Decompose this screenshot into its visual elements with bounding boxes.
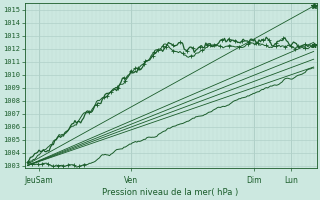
X-axis label: Pression niveau de la mer( hPa ): Pression niveau de la mer( hPa ) bbox=[102, 188, 239, 197]
